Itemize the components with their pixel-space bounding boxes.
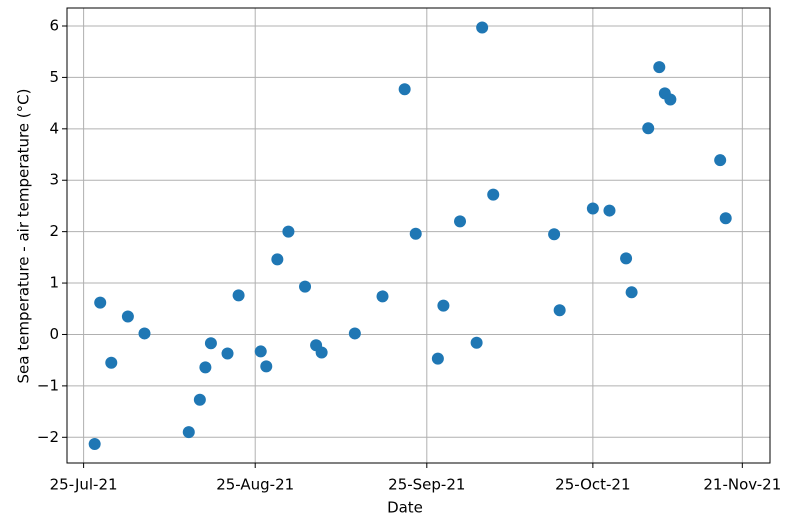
point [271,253,284,266]
point [94,296,107,309]
point [431,352,444,365]
point [586,202,599,215]
x-tick-label: 25-Oct-21 [555,476,630,494]
point [260,360,273,373]
point [376,290,389,303]
point [398,83,411,96]
point [204,337,217,350]
x-tick-label: 25-Sep-21 [388,476,465,494]
point [182,426,195,439]
point [625,286,638,299]
point [620,252,633,265]
point [221,347,234,360]
point [714,154,727,167]
y-tick-label: 6 [49,16,59,34]
point [487,188,500,201]
point [664,93,677,106]
point [437,299,450,312]
x-axis-label: Date [387,499,423,517]
point [553,304,566,317]
y-tick-label: −2 [37,428,59,446]
point [121,310,134,323]
point [454,215,467,228]
y-tick-label: 2 [49,222,59,240]
point [603,204,616,217]
y-tick-label: 4 [49,119,59,137]
point [642,122,655,135]
point [105,356,118,369]
y-tick-label: 1 [49,274,59,292]
plot-frame [66,7,771,464]
y-tick-label: −1 [37,376,59,394]
point [315,346,328,359]
point [348,327,361,340]
y-axis-label: Sea temperature - air temperature (°C) [15,89,33,384]
point [193,393,206,406]
point [88,437,101,450]
point [254,345,267,358]
x-tick-label: 21-Nov-21 [703,476,781,494]
x-tick-label: 25-Jul-21 [50,476,118,494]
point [409,227,422,240]
point [199,361,212,374]
y-tick-label: 5 [49,68,59,86]
point [548,228,561,241]
point [282,225,295,238]
y-tick-label: 3 [49,171,59,189]
point [653,61,666,74]
y-tick-label: 0 [49,325,59,343]
point [299,280,312,293]
point [138,327,151,340]
point [476,21,489,34]
x-tick-label: 25-Aug-21 [216,476,294,494]
point [232,289,245,302]
point [470,336,483,349]
point [719,212,732,225]
